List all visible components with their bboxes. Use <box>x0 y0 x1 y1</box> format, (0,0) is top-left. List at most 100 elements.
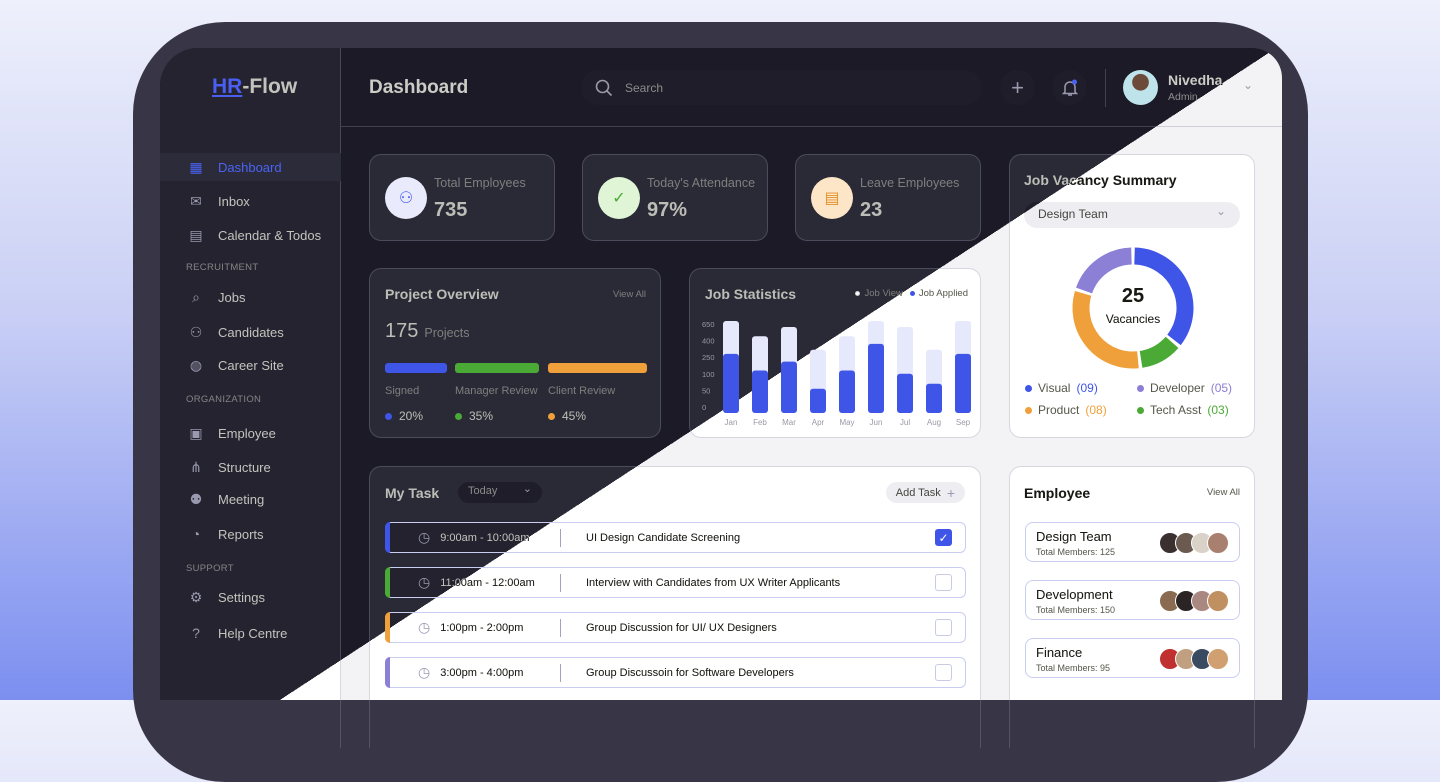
sidebar-item-candidates[interactable]: ⚇ Candidates <box>160 318 341 346</box>
x-tick-label: Jun <box>870 418 883 427</box>
task-checkbox[interactable] <box>935 664 952 681</box>
avatar <box>1207 590 1229 612</box>
member-avatars <box>1159 590 1229 612</box>
clock-icon: ◷ <box>418 619 431 635</box>
bar-job-applied <box>868 343 884 413</box>
job-statistics-card: Job Statistics Job View Job Applied 0 50 1… <box>689 268 981 438</box>
y-tick-label: 400 <box>702 337 715 346</box>
add-button[interactable]: + <box>1000 70 1035 105</box>
stat-icon: ▤ <box>811 177 853 219</box>
sidebar: HR-Flow ▦ Dashboard ✉ Inbox ▤ Calendar & Todo… <box>160 48 341 748</box>
task-row[interactable]: ◷ 3:00pm - 4:00pm Group Discussoin for Sof… <box>385 657 966 688</box>
y-tick-label: 50 <box>702 386 710 395</box>
avatar <box>1207 648 1229 670</box>
view-all-link[interactable]: View All <box>612 289 646 300</box>
employee-card: Employee View All Design Team Total Membe… <box>1009 466 1255 748</box>
team-item[interactable]: Development Total Members: 150 <box>1025 580 1240 620</box>
globe-icon: ◍ <box>189 356 203 373</box>
donut-slice <box>1133 247 1194 346</box>
header: Dashboard Search + Nivedha Admin ⌄ <box>341 48 1282 127</box>
task-row[interactable]: ◷ 9:00am - 10:00am UI Design Candidate Scr… <box>385 522 966 553</box>
page-title: Dashboard <box>369 77 469 98</box>
sidebar-item-reports[interactable]: ◔ Reports <box>160 520 341 548</box>
my-task-card: My Task Today ⌄ Add Task + ◷ 9:00am - 10:00… <box>369 466 981 748</box>
user-role: Admin <box>1168 91 1198 103</box>
chevron-down-icon[interactable]: ⌄ <box>1243 78 1254 92</box>
view-all-link[interactable]: View All <box>1206 487 1240 498</box>
member-avatars <box>1159 532 1229 554</box>
progress-segment <box>548 363 647 373</box>
bar-job-applied <box>926 383 942 413</box>
logo[interactable]: HR-Flow <box>212 75 298 98</box>
task-row[interactable]: ◷ 1:00pm - 2:00pm Group Discussion for UI/… <box>385 612 966 643</box>
sidebar-item-jobs[interactable]: ⌕ Jobs <box>160 283 341 311</box>
clock-icon: ◷ <box>418 664 431 680</box>
x-tick-label: Jul <box>900 418 910 427</box>
sidebar-item-calendar-todos[interactable]: ▤ Calendar & Todos <box>160 221 341 249</box>
job-statistics-chart: 0 50 100 250 400 650 Jan Feb Mar Apr May Jun Jul Aug S… <box>702 320 971 427</box>
sidebar-item-help-centre[interactable]: ? Help Centre <box>160 619 341 647</box>
avatar <box>1207 532 1229 554</box>
hierarchy-icon: ⋔ <box>190 458 202 475</box>
x-tick-label: May <box>839 418 854 427</box>
bar-job-applied <box>955 353 971 413</box>
x-tick-label: Feb <box>753 418 767 427</box>
divider <box>1105 69 1106 107</box>
add-task-button[interactable]: Add Task + <box>885 482 965 503</box>
jobs-icon: ⌕ <box>192 288 200 305</box>
search-icon <box>595 79 613 96</box>
task-checkbox[interactable] <box>935 619 952 636</box>
section-label: SUPPORT <box>186 563 234 574</box>
donut-slice <box>1072 291 1139 369</box>
sidebar-item-settings[interactable]: ⚙ Settings <box>160 583 341 611</box>
task-checkbox[interactable]: ✓ <box>935 529 952 546</box>
sidebar-item-meeting[interactable]: ⚉ Meeting <box>160 485 341 513</box>
gear-icon: ⚙ <box>189 588 203 605</box>
pie-icon: ◔ <box>191 526 201 542</box>
vacancy-donut <box>1072 247 1194 369</box>
stat-card: ✓ Today's Attendance 97% <box>582 154 768 241</box>
x-tick-label: Aug <box>927 418 941 427</box>
vacancy-legend-item: Visual (09) <box>1025 381 1098 395</box>
chevron-down-icon: ⌄ <box>1215 204 1226 218</box>
bar-job-applied <box>839 370 855 413</box>
team-item[interactable]: Design Team Total Members: 125 <box>1025 522 1240 562</box>
member-avatars <box>1159 648 1229 670</box>
y-tick-label: 650 <box>702 320 715 329</box>
meeting-icon: ⚉ <box>189 490 203 507</box>
team-item[interactable]: Finance Total Members: 95 <box>1025 638 1240 678</box>
sidebar-item-dashboard[interactable]: ▦ Dashboard <box>160 153 341 181</box>
vacancy-legend-item: Product (08) <box>1025 403 1107 417</box>
stat-card: ▤ Leave Employees 23 <box>795 154 981 241</box>
donut-slice <box>1139 336 1179 368</box>
team-select[interactable]: Design Team ⌄ <box>1024 202 1240 228</box>
donut-slice <box>1076 247 1133 294</box>
plus-icon: + <box>946 484 955 501</box>
task-row[interactable]: ◷ 11:00am - 12:00am Interview with Candida… <box>385 567 966 598</box>
notifications-button[interactable] <box>1052 70 1087 105</box>
bar-job-applied <box>810 388 826 413</box>
search-input[interactable]: Search <box>581 70 982 105</box>
sidebar-item-career-site[interactable]: ◍ Career Site <box>160 351 341 379</box>
chart-legend: Job View Job Applied <box>855 288 968 299</box>
x-tick-label: Apr <box>812 418 825 427</box>
user-name: Nivedha <box>1168 72 1223 88</box>
inbox-icon: ✉ <box>190 192 202 209</box>
x-tick-label: Jan <box>725 418 738 427</box>
sidebar-item-inbox[interactable]: ✉ Inbox <box>160 187 341 215</box>
stat-card: ⚇ Total Employees 735 <box>369 154 555 241</box>
avatar[interactable] <box>1123 70 1158 105</box>
help-icon: ? <box>192 625 200 641</box>
grid-icon: ▦ <box>189 158 203 175</box>
sidebar-item-employee[interactable]: ▣ Employee <box>160 419 341 447</box>
plus-icon: + <box>1011 74 1024 100</box>
dashboard: HR-Flow ▦ Dashboard ✉ Inbox ▤ Calendar & Todo… <box>160 48 1282 748</box>
id-card-icon: ▣ <box>189 424 203 441</box>
task-filter-select[interactable]: Today ⌄ <box>458 482 542 503</box>
vacancy-legend-item: Developer (05) <box>1137 381 1232 395</box>
task-checkbox[interactable] <box>935 574 952 591</box>
calendar-icon: ▤ <box>189 226 203 243</box>
section-label: ORGANIZATION <box>186 394 262 405</box>
sidebar-item-structure[interactable]: ⋔ Structure <box>160 453 341 481</box>
job-vacancy-card: Job Vacancy Summary Design Team ⌄ 25 Vaca… <box>1009 154 1255 438</box>
